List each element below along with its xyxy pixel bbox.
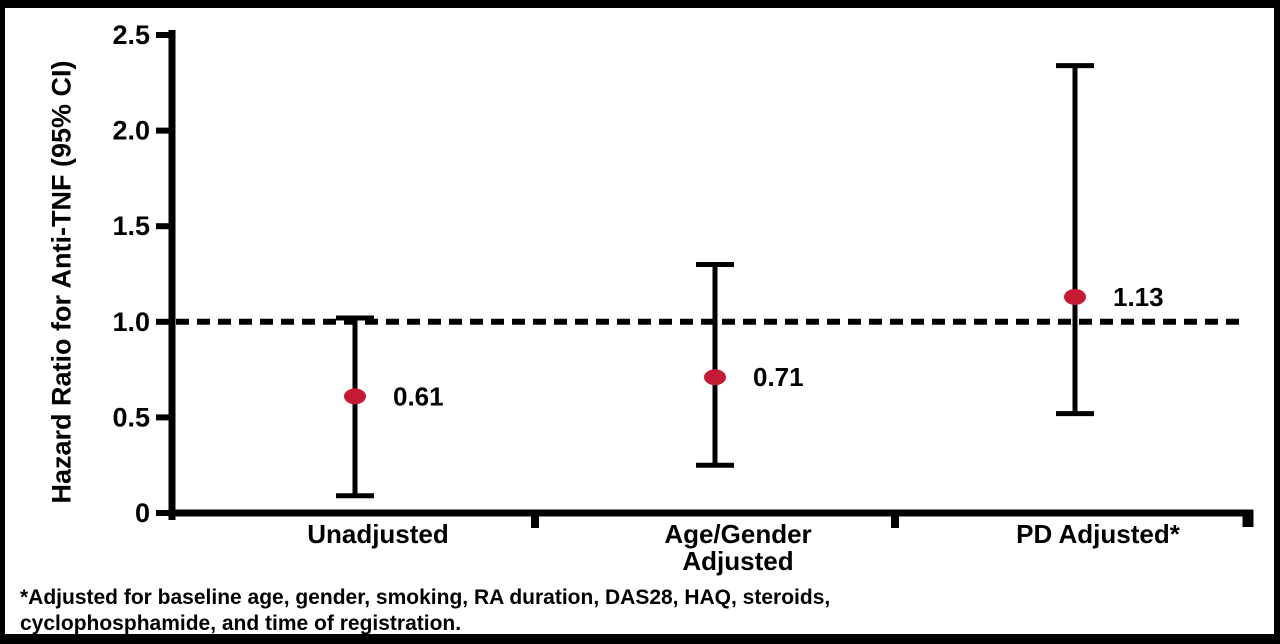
point-marker	[1064, 288, 1086, 305]
y-axis-tick-label: 1.0	[112, 307, 150, 337]
category-label: Age/Gender	[664, 519, 811, 549]
point-value-label: 0.61	[393, 381, 444, 411]
point-value-label: 0.71	[753, 362, 804, 392]
point-marker	[344, 388, 366, 405]
point-marker	[704, 369, 726, 386]
y-axis-tick-label: 0.5	[112, 402, 150, 432]
category-label: Adjusted	[682, 546, 793, 576]
footnote-line-2: cyclophosphamide, and time of registrati…	[20, 612, 462, 635]
y-axis-title: Hazard Ratio for Anti-TNF (95% CI)	[46, 60, 77, 504]
y-axis-tick-label: 0	[135, 498, 150, 528]
category-label: Unadjusted	[307, 519, 449, 549]
y-axis-tick-label: 2.5	[112, 20, 150, 50]
y-axis-tick-label: 2.0	[112, 116, 150, 146]
footnote-line-1: *Adjusted for baseline age, gender, smok…	[20, 586, 831, 609]
footnote: *Adjusted for baseline age, gender, smok…	[20, 585, 830, 637]
point-value-label: 1.13	[1113, 282, 1164, 312]
category-label: PD Adjusted*	[1016, 519, 1181, 549]
y-axis-tick-label: 1.5	[112, 211, 150, 241]
